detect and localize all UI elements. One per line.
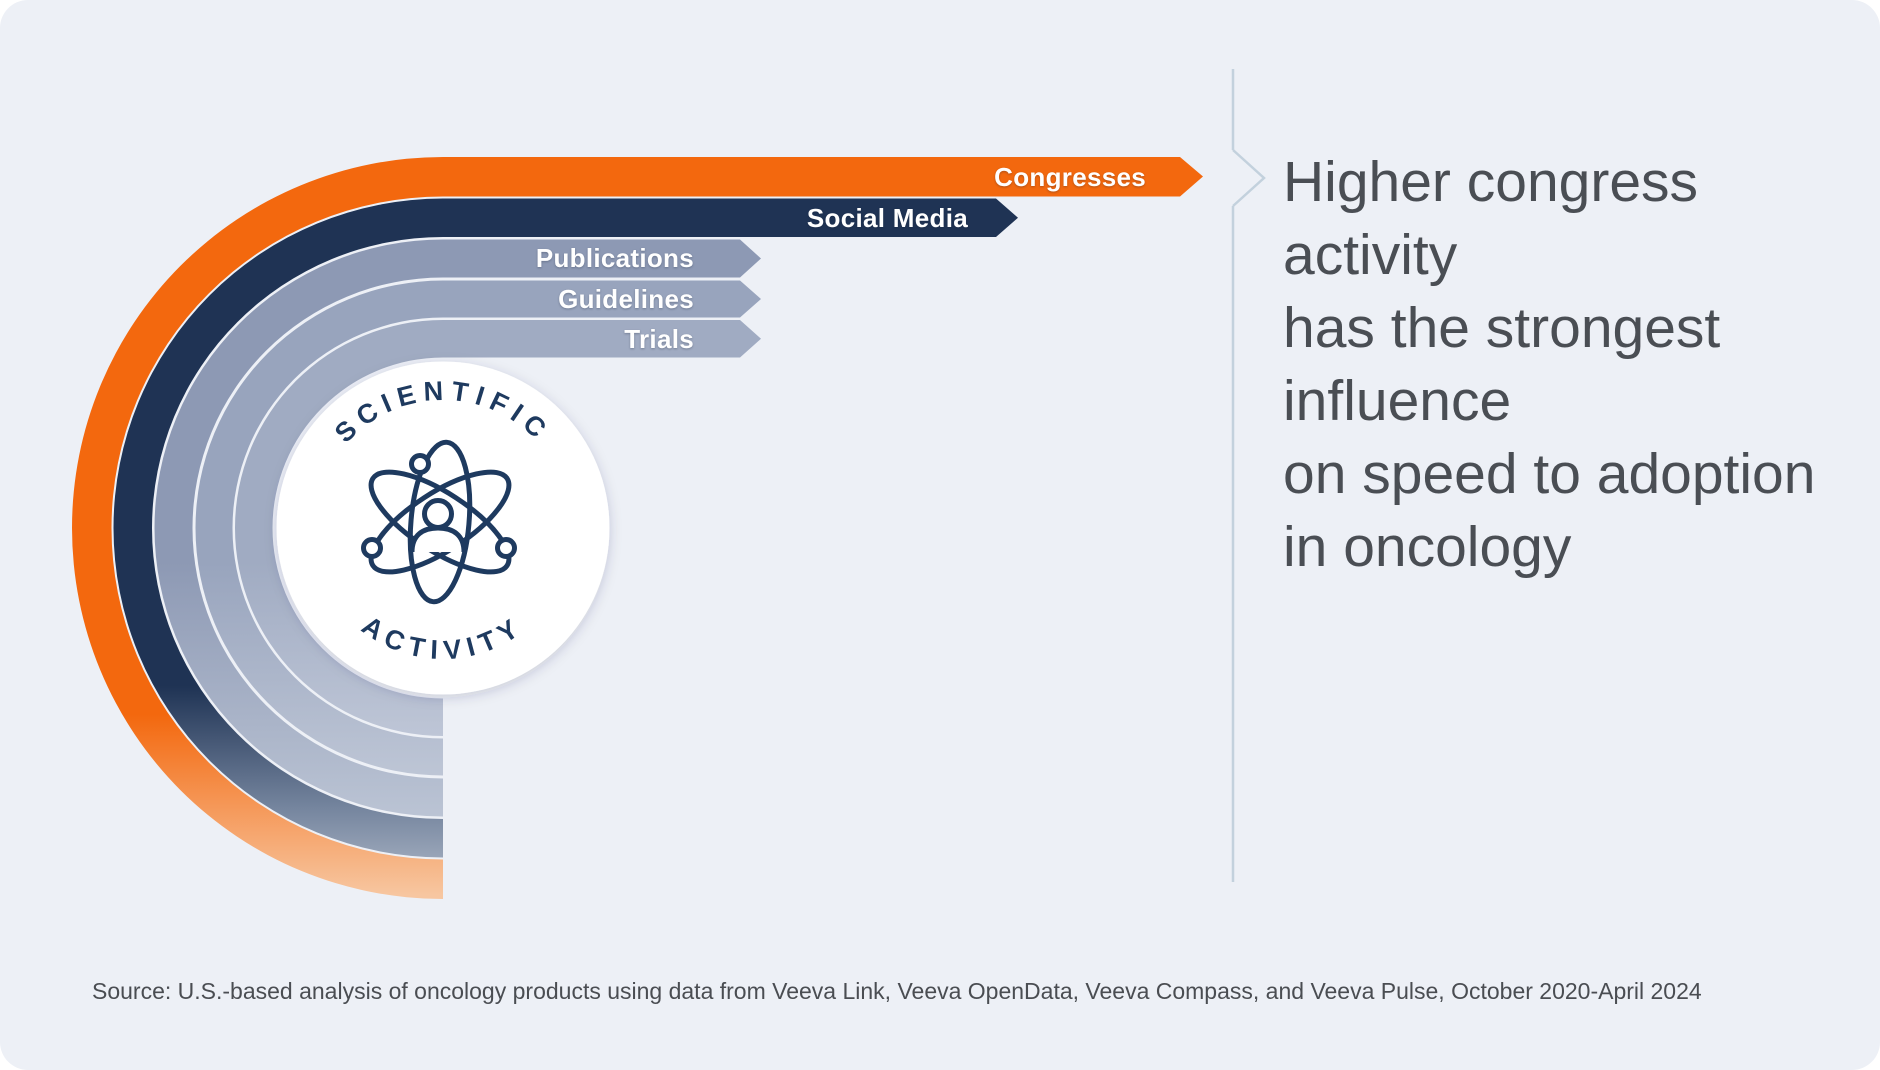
divider-chevron-icon xyxy=(1232,149,1266,207)
person-icon xyxy=(409,498,467,553)
divider-line xyxy=(1231,69,1266,882)
label-publications: Publications xyxy=(536,243,694,273)
headline: Higher congress activity has the stronge… xyxy=(1283,150,1816,579)
electron-dots xyxy=(361,453,517,559)
label-trials: Trials xyxy=(624,324,694,354)
atom-person-icon xyxy=(361,439,517,605)
label-congresses: Congresses xyxy=(994,162,1146,192)
label-social-media: Social Media xyxy=(807,203,968,233)
label-guidelines: Guidelines xyxy=(558,284,694,314)
source-note: Source: U.S.-based analysis of oncology … xyxy=(92,978,1702,1004)
